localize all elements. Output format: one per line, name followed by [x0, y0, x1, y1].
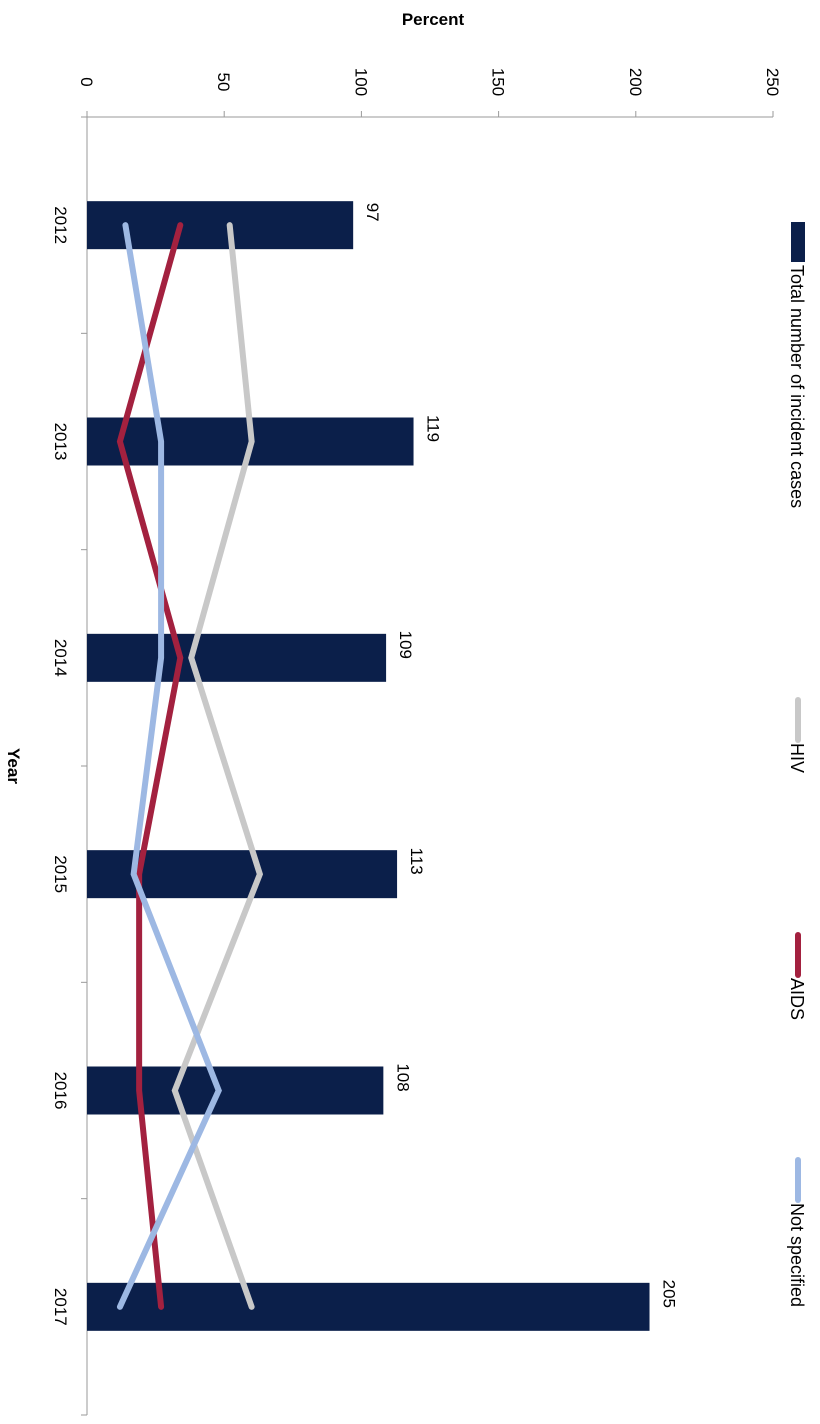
legend: Total number of incident cases HIV AIDS Not…	[787, 222, 807, 1307]
series-line	[116, 222, 184, 1310]
legend-label: HIV	[787, 743, 807, 773]
bar	[87, 1282, 650, 1331]
bar	[87, 201, 354, 250]
legend-label: Not specified	[787, 1203, 807, 1307]
series-line	[171, 222, 264, 1310]
category-axis-ticks: 2012 2013 2014 2015 2016 2017	[51, 116, 87, 1416]
category-tick-label: 2017	[51, 1288, 70, 1326]
bar	[87, 633, 387, 682]
category-tick-label: 2015	[51, 855, 70, 893]
value-tick-label: 250	[763, 68, 782, 96]
value-tick-label: 50	[214, 73, 233, 92]
bar-data-label: 119	[424, 415, 443, 442]
value-tick-label: 150	[489, 68, 508, 96]
legend-swatch	[791, 222, 805, 262]
value-tick-label: 200	[626, 68, 645, 96]
category-tick-label: 2012	[51, 206, 70, 244]
series-line	[116, 222, 222, 1310]
bar-data-label: 108	[393, 1063, 412, 1091]
bar-data-label: 113	[407, 848, 426, 875]
value-tick-label: 0	[77, 77, 96, 86]
bar-data-label: 205	[660, 1280, 679, 1308]
category-tick-label: 2016	[51, 1072, 70, 1110]
line-series	[116, 222, 264, 1310]
bar-data-label: 109	[396, 631, 415, 659]
value-axis-ticks: 0 50 100 150 200 250	[77, 68, 782, 117]
x-axis-title: Year	[4, 748, 23, 784]
y-axis-title: Percent	[402, 10, 465, 29]
category-tick-label: 2013	[51, 423, 70, 461]
bar-data-label: 97	[363, 203, 382, 222]
legend-label: AIDS	[787, 978, 807, 1020]
category-tick-label: 2014	[51, 639, 70, 677]
legend-label: Total number of incident cases	[787, 265, 807, 508]
bar	[87, 1066, 384, 1115]
value-tick-label: 100	[351, 68, 370, 96]
bar-series: 97 119 109 113 108 205	[87, 201, 679, 1331]
